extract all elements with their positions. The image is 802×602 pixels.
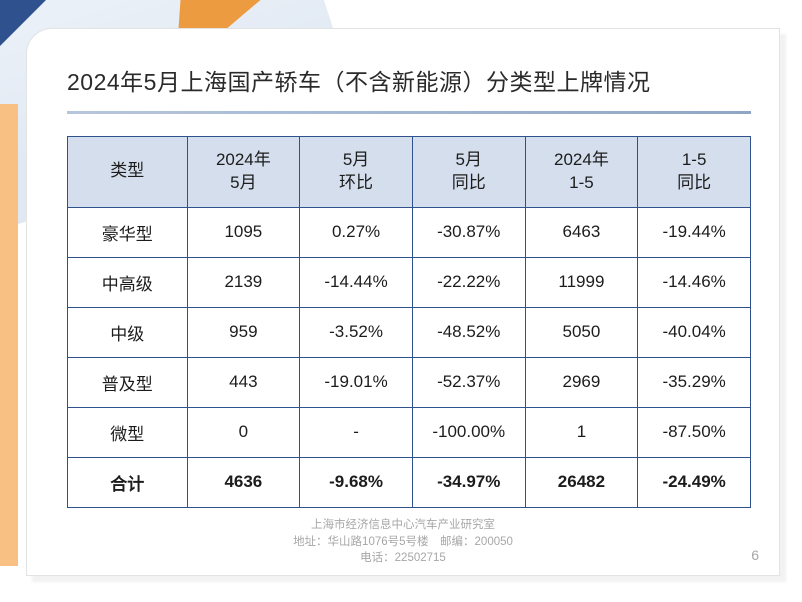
cell: -35.29% xyxy=(638,357,751,407)
table-total-row: 合计 4636 -9.68% -34.97% 26482 -24.49% xyxy=(68,457,751,507)
table-row: 中级 959 -3.52% -48.52% 5050 -40.04% xyxy=(68,307,751,357)
cell: 豪华型 xyxy=(68,207,188,257)
footer-line1: 上海市经济信息中心汽车产业研究室 xyxy=(27,517,779,534)
cell: 959 xyxy=(187,307,300,357)
cell: 0 xyxy=(187,407,300,457)
table-body: 豪华型 1095 0.27% -30.87% 6463 -19.44% 中高级 … xyxy=(68,207,751,507)
cell: -30.87% xyxy=(412,207,525,257)
cell: 中高级 xyxy=(68,257,188,307)
th-type: 类型 xyxy=(68,137,188,208)
cell: 微型 xyxy=(68,407,188,457)
cell: 中级 xyxy=(68,307,188,357)
th-ytd: 2024年1-5 xyxy=(525,137,638,208)
slide-title: 2024年5月上海国产轿车（不含新能源）分类型上牌情况 xyxy=(67,55,751,109)
th-ytdyoy: 1-5同比 xyxy=(638,137,751,208)
cell: -52.37% xyxy=(412,357,525,407)
footer-line3: 电话：22502715 xyxy=(27,550,779,567)
cell: 0.27% xyxy=(300,207,413,257)
cell-total: -24.49% xyxy=(638,457,751,507)
table-row: 中高级 2139 -14.44% -22.22% 11999 -14.46% xyxy=(68,257,751,307)
footer-line2: 地址：华山路1076号5号楼 邮编：200050 xyxy=(27,534,779,551)
cell-total: -9.68% xyxy=(300,457,413,507)
cell-total: 4636 xyxy=(187,457,300,507)
cell: 443 xyxy=(187,357,300,407)
cell: 6463 xyxy=(525,207,638,257)
left-orange-bar xyxy=(0,104,18,566)
th-may: 2024年5月 xyxy=(187,137,300,208)
cell: 2139 xyxy=(187,257,300,307)
table-header-row: 类型 2024年5月 5月环比 5月同比 2024年1-5 1-5同比 xyxy=(68,137,751,208)
cell-total: -34.97% xyxy=(412,457,525,507)
cell-total: 合计 xyxy=(68,457,188,507)
cell: -14.46% xyxy=(638,257,751,307)
cell: -40.04% xyxy=(638,307,751,357)
cell: -14.44% xyxy=(300,257,413,307)
cell: 1 xyxy=(525,407,638,457)
cell: -19.44% xyxy=(638,207,751,257)
cell: 11999 xyxy=(525,257,638,307)
cell: -19.01% xyxy=(300,357,413,407)
cell: 5050 xyxy=(525,307,638,357)
cell: -87.50% xyxy=(638,407,751,457)
cell: 1095 xyxy=(187,207,300,257)
cell: -3.52% xyxy=(300,307,413,357)
slide: 2024年5月上海国产轿车（不含新能源）分类型上牌情况 类型 2024年5月 5… xyxy=(0,0,802,602)
title-underline xyxy=(67,111,751,114)
cell: - xyxy=(300,407,413,457)
content-panel: 2024年5月上海国产轿车（不含新能源）分类型上牌情况 类型 2024年5月 5… xyxy=(26,28,780,576)
cell: -100.00% xyxy=(412,407,525,457)
th-yoy: 5月同比 xyxy=(412,137,525,208)
corner-triangle xyxy=(0,0,46,46)
table-row: 微型 0 - -100.00% 1 -87.50% xyxy=(68,407,751,457)
cell: 2969 xyxy=(525,357,638,407)
table-row: 豪华型 1095 0.27% -30.87% 6463 -19.44% xyxy=(68,207,751,257)
cell-total: 26482 xyxy=(525,457,638,507)
footer: 上海市经济信息中心汽车产业研究室 地址：华山路1076号5号楼 邮编：20005… xyxy=(27,517,779,567)
page-number: 6 xyxy=(751,547,759,563)
cell: 普及型 xyxy=(68,357,188,407)
table-row: 普及型 443 -19.01% -52.37% 2969 -35.29% xyxy=(68,357,751,407)
cell: -48.52% xyxy=(412,307,525,357)
data-table: 类型 2024年5月 5月环比 5月同比 2024年1-5 1-5同比 豪华型 … xyxy=(67,136,751,508)
cell: -22.22% xyxy=(412,257,525,307)
th-mom: 5月环比 xyxy=(300,137,413,208)
